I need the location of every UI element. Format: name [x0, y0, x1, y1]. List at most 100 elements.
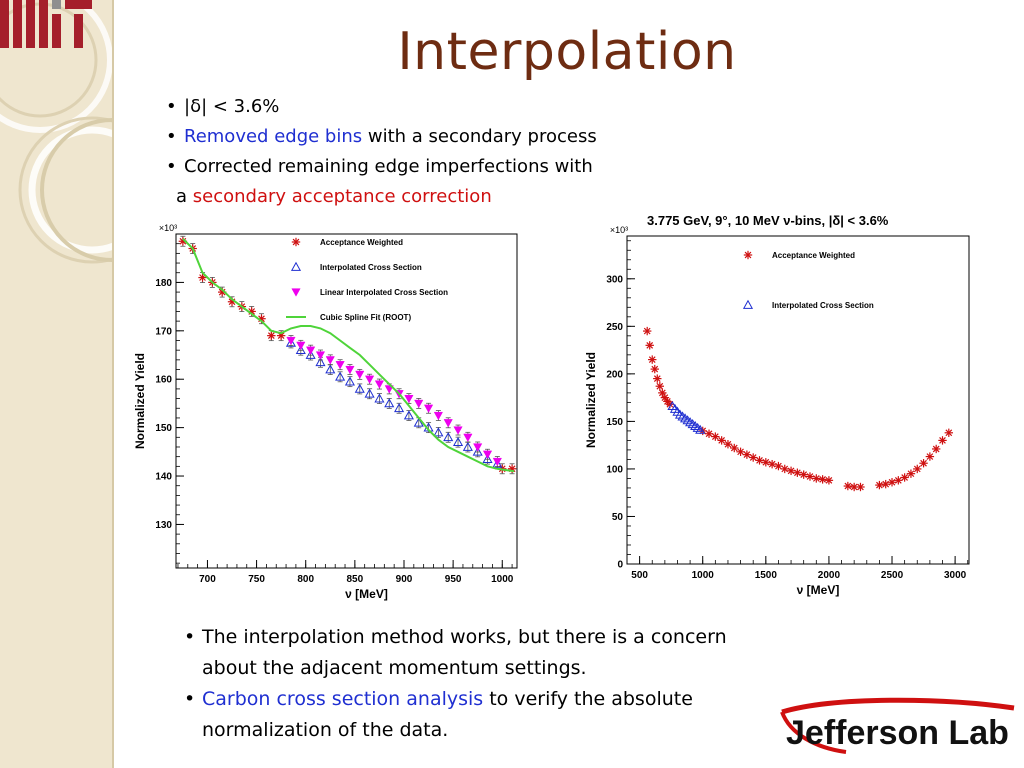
data-point	[780, 464, 789, 474]
y-exponent-label: ×10³	[159, 223, 177, 233]
y-exponent-label: ×10³	[610, 225, 628, 235]
legend-marker	[291, 237, 301, 247]
legend-label: Acceptance Weighted	[320, 238, 403, 247]
slide-title: Interpolation	[397, 22, 737, 82]
y-axis-label: Normalized Yield	[585, 352, 598, 448]
x-tick-label: 950	[445, 574, 462, 585]
data-point	[374, 380, 385, 389]
data-point	[463, 433, 473, 443]
y-tick-label: 50	[612, 512, 624, 523]
x-tick-label: 850	[347, 574, 364, 585]
jefferson-lab-logo: Jefferson Lab	[780, 697, 1015, 754]
legend-label: Linear Interpolated Cross Section	[320, 288, 448, 297]
bullet-item: Corrected remaining edge imperfections w…	[164, 152, 684, 212]
data-point	[364, 375, 375, 384]
bullet-text: secondary acceptance correction	[192, 186, 492, 207]
data-point	[364, 388, 375, 398]
bullet-continuation: normalization of the data.	[202, 715, 802, 746]
data-point	[658, 388, 667, 398]
data-point	[674, 409, 686, 419]
bullet-text: Corrected remaining edge imperfections w…	[184, 156, 593, 177]
data-point	[690, 420, 701, 431]
bullet-item: Carbon cross section analysis to verify …	[182, 684, 802, 746]
data-point	[335, 361, 345, 370]
data-point	[482, 450, 493, 459]
data-point	[462, 441, 473, 451]
data-point	[774, 461, 783, 471]
data-point	[881, 479, 890, 489]
data-point	[325, 364, 336, 374]
data-point	[306, 346, 316, 355]
x-tick-label: 800	[297, 574, 314, 585]
bullet-item: The interpolation method works, but ther…	[182, 622, 802, 684]
x-tick-label: 1500	[755, 570, 778, 581]
data-point	[650, 364, 659, 374]
data-point	[786, 466, 796, 476]
data-point	[413, 417, 424, 427]
y-tick-label: 150	[155, 423, 172, 434]
data-point	[906, 469, 916, 478]
x-tick-label: 900	[396, 574, 413, 585]
x-axis-label: ν [MeV]	[345, 587, 388, 601]
y-tick-label: 150	[606, 417, 623, 428]
y-tick-label: 200	[606, 369, 623, 380]
bullet-text: about the adjacent momentum settings.	[202, 657, 587, 679]
y-tick-label: 130	[155, 520, 172, 531]
data-point	[812, 474, 821, 483]
data-point	[818, 475, 827, 484]
data-point	[805, 472, 815, 481]
x-axis-label: ν [MeV]	[797, 583, 840, 597]
data-point	[856, 482, 865, 492]
plot-area	[642, 326, 954, 492]
data-point	[178, 237, 188, 246]
data-point	[653, 374, 662, 383]
data-point	[433, 411, 444, 421]
data-point	[925, 452, 935, 461]
data-point	[717, 436, 726, 445]
data-point	[755, 456, 764, 465]
data-point	[645, 341, 654, 350]
decorative-arcs	[0, 0, 112, 264]
x-tick-label: 500	[631, 570, 648, 581]
data-point	[680, 413, 691, 423]
data-point	[335, 371, 346, 381]
data-point	[433, 427, 444, 437]
data-point	[404, 394, 414, 404]
data-point	[315, 357, 326, 367]
legend-marker	[742, 299, 754, 309]
data-point	[887, 478, 897, 487]
data-point	[315, 351, 326, 360]
data-point	[443, 419, 453, 428]
data-point	[453, 426, 463, 435]
data-point	[695, 424, 706, 434]
data-point	[482, 453, 493, 463]
decorative-sidebar	[0, 0, 114, 768]
data-point	[682, 415, 693, 425]
data-point	[655, 382, 665, 391]
left-yield-chart: 700 750 800 850 900 950 1000 130 140 150 160 170 180…	[134, 223, 518, 601]
data-point	[285, 337, 297, 347]
bullet-continuation: about the adjacent momentum settings.	[202, 653, 802, 684]
data-point	[642, 326, 652, 336]
data-point	[919, 459, 928, 468]
bullet-item: |δ| < 3.6%	[164, 92, 684, 122]
top-bullet-list: |δ| < 3.6% Removed edge bins with a secon…	[164, 92, 684, 212]
data-point	[492, 457, 502, 467]
data-point	[354, 383, 365, 393]
legend-marker	[291, 288, 301, 297]
data-point	[692, 422, 703, 432]
data-point	[472, 446, 483, 456]
bullet-text: Carbon cross section analysis	[202, 688, 484, 710]
data-point	[492, 458, 503, 468]
jefferson-lab-text: Jefferson Lab	[786, 714, 1009, 752]
y-tick-label: 180	[155, 278, 172, 289]
data-point	[843, 481, 853, 491]
data-point	[267, 331, 276, 340]
data-point	[374, 393, 385, 403]
bullet-text: to verify the absolute	[483, 688, 693, 710]
data-point	[711, 432, 720, 441]
data-point	[414, 399, 424, 409]
data-point	[894, 476, 903, 485]
bullet-item: Removed edge bins with a secondary proce…	[164, 122, 684, 152]
x-tick-label: 2500	[881, 570, 904, 581]
